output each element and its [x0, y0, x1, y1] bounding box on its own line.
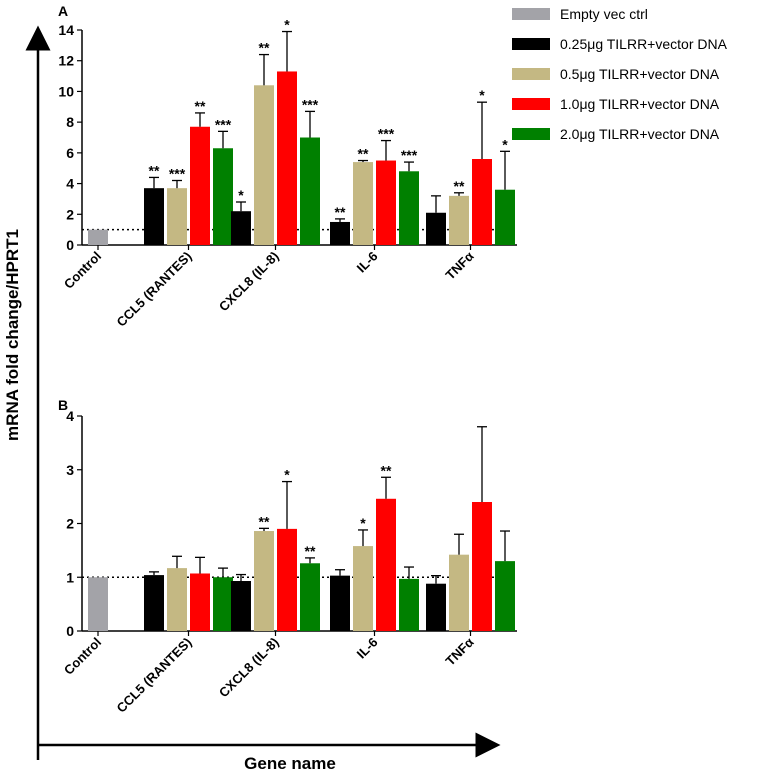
panel-a-bar-il-6-2-0-g-tilrr-vector-dna [399, 171, 419, 245]
panel-b-y-tick-label: 2 [66, 516, 74, 532]
panel-a-significance-label: ** [195, 98, 206, 114]
panel-a-x-tick-label-ccl5-rantes: CCL5 (RANTES) [114, 249, 195, 330]
panel-b-y-tick-label: 1 [66, 569, 74, 585]
panel-a-bar-tnf-0-25-g-tilrr-vector-dna [426, 212, 446, 245]
panel-b-significance-label: ** [305, 543, 316, 559]
panel-a-significance-label: ** [259, 40, 270, 56]
panel-b-significance-label: * [360, 515, 366, 531]
panel-a-bar-ccl5-rantes-1-0-g-tilrr-vector-dna [190, 126, 210, 245]
panel-b-bar-cxcl8-il-8-1-0-g-tilrr-vector-dna [277, 528, 297, 631]
panel-b-bar-tnf-1-0-g-tilrr-vector-dna [472, 502, 492, 631]
legend-label-1: Empty vec ctrl [560, 6, 648, 22]
legend-swatch-5 [512, 128, 550, 140]
panel-a-significance-label: ** [454, 178, 465, 194]
panel-b-bar-ccl5-rantes-0-25-g-tilrr-vector-dna [144, 575, 164, 631]
panel-a-significance-label: *** [169, 166, 186, 182]
legend: Empty vec ctrl 0.25μg TILRR+vector DNA 0.5… [512, 6, 728, 142]
panel-a-bar-tnf-1-0-g-tilrr-vector-dna [472, 159, 492, 245]
panel-b-x-tick-label-il-6: IL-6 [354, 635, 381, 662]
legend-label-2: 0.25μg TILRR+vector DNA [560, 36, 728, 52]
panel-b-bar-ccl5-rantes-1-0-g-tilrr-vector-dna [190, 573, 210, 631]
panel-a-x-tick-label-cxcl8-il-8: CXCL8 (IL-8) [216, 249, 282, 315]
panel-a-bar-control-empty-vec-ctrl [88, 229, 108, 245]
panel-a-bar-ccl5-rantes-0-5-g-tilrr-vector-dna [167, 188, 187, 245]
panel-b-x-tick-label-tnf: TNFα [442, 635, 476, 669]
panel-a-x-tick-label-control: Control [61, 249, 104, 292]
panel-b-bar-il-6-0-25-g-tilrr-vector-dna [330, 575, 350, 631]
panel-a-bar-il-6-1-0-g-tilrr-vector-dna [376, 160, 396, 245]
panel-b-bar-il-6-1-0-g-tilrr-vector-dna [376, 498, 396, 631]
panel-a-y-tick-label: 4 [66, 176, 74, 192]
panel-b-x-tick-label-ccl5-rantes: CCL5 (RANTES) [114, 635, 195, 716]
panel-a-bar-il-6-0-25-g-tilrr-vector-dna [330, 221, 350, 245]
panel-a-x-tick-label-tnf: TNFα [442, 249, 476, 283]
legend-swatch-2 [512, 38, 550, 50]
panel-b-y-tick-label: 4 [66, 408, 74, 424]
panel-b-x-tick-label-control: Control [61, 635, 104, 678]
panel-a-bar-cxcl8-il-8-0-25-g-tilrr-vector-dna [231, 211, 251, 245]
panel-b-bar-tnf-0-25-g-tilrr-vector-dna [426, 583, 446, 631]
panel-a-bar-cxcl8-il-8-2-0-g-tilrr-vector-dna [300, 137, 320, 245]
panel-a-letter: A [58, 3, 68, 19]
panel-b-bar-tnf-0-5-g-tilrr-vector-dna [449, 554, 469, 631]
panel-a-significance-label: ** [358, 146, 369, 162]
panel-a-y-tick-label: 12 [58, 53, 74, 69]
panel-b-bar-ccl5-rantes-2-0-g-tilrr-vector-dna [213, 577, 233, 631]
panel-a-y-tick-label: 0 [66, 237, 74, 253]
panel-a-bar-ccl5-rantes-0-25-g-tilrr-vector-dna [144, 188, 164, 245]
panel-b-bar-control-empty-vec-ctrl [88, 577, 108, 631]
panel-a-y-tick-label: 14 [58, 22, 74, 38]
panel-a-y-tick-label: 2 [66, 206, 74, 222]
panel-a-significance-label: *** [401, 147, 418, 163]
panel-b-bar-cxcl8-il-8-0-5-g-tilrr-vector-dna [254, 531, 274, 631]
panel-b-y-tick-label: 0 [66, 623, 74, 639]
legend-swatch-4 [512, 98, 550, 110]
panel-b-bar-il-6-2-0-g-tilrr-vector-dna [399, 578, 419, 631]
legend-swatch-1 [512, 8, 550, 20]
x-axis-title: Gene name [244, 754, 336, 773]
panel-a-bar-il-6-0-5-g-tilrr-vector-dna [353, 162, 373, 245]
panel-a-y-tick-label: 8 [66, 114, 74, 130]
panel-b-bar-cxcl8-il-8-0-25-g-tilrr-vector-dna [231, 581, 251, 631]
panel-a-significance-label: *** [378, 126, 395, 142]
panel-a-bar-cxcl8-il-8-0-5-g-tilrr-vector-dna [254, 85, 274, 246]
panel-a-significance-label: ** [335, 204, 346, 220]
panel-a-y-tick-label: 6 [66, 145, 74, 161]
panel-a-significance-label: * [238, 187, 244, 203]
legend-label-5: 2.0μg TILRR+vector DNA [560, 126, 720, 142]
panel-a-significance-label: * [479, 87, 485, 103]
panel-a-bar-cxcl8-il-8-1-0-g-tilrr-vector-dna [277, 71, 297, 245]
panel-b-bar-tnf-2-0-g-tilrr-vector-dna [495, 561, 515, 631]
panel-a-significance-label: *** [302, 96, 319, 112]
panel-b-bar-cxcl8-il-8-2-0-g-tilrr-vector-dna [300, 563, 320, 631]
panel-b-bar-il-6-0-5-g-tilrr-vector-dna [353, 546, 373, 631]
panel-a-bar-tnf-2-0-g-tilrr-vector-dna [495, 189, 515, 245]
panel-b-significance-label: ** [381, 462, 392, 478]
panel-a-x-tick-label-il-6: IL-6 [354, 249, 381, 276]
legend-swatch-3 [512, 68, 550, 80]
panel-b-x-tick-label-cxcl8-il-8: CXCL8 (IL-8) [216, 635, 282, 701]
panel-a-significance-label: ** [149, 162, 160, 178]
panel-b-letter: B [58, 397, 68, 413]
panel-a-y-tick-label: 10 [58, 83, 74, 99]
y-axis-title: mRNA fold change/HPRT1 [3, 229, 22, 441]
panel-a-significance-label: * [502, 136, 508, 152]
panel-a-significance-label: * [284, 17, 290, 33]
legend-label-4: 1.0μg TILRR+vector DNA [560, 96, 720, 112]
panel-b-y-tick-label: 3 [66, 462, 74, 478]
panel-b-significance-label: ** [259, 513, 270, 529]
panel-a-significance-label: *** [215, 116, 232, 132]
legend-label-3: 0.5μg TILRR+vector DNA [560, 66, 720, 82]
panel-a-bar-tnf-0-5-g-tilrr-vector-dna [449, 195, 469, 245]
panel-b-bar-ccl5-rantes-0-5-g-tilrr-vector-dna [167, 568, 187, 631]
panel-a-bar-ccl5-rantes-2-0-g-tilrr-vector-dna [213, 148, 233, 245]
panel-b-significance-label: * [284, 467, 290, 483]
